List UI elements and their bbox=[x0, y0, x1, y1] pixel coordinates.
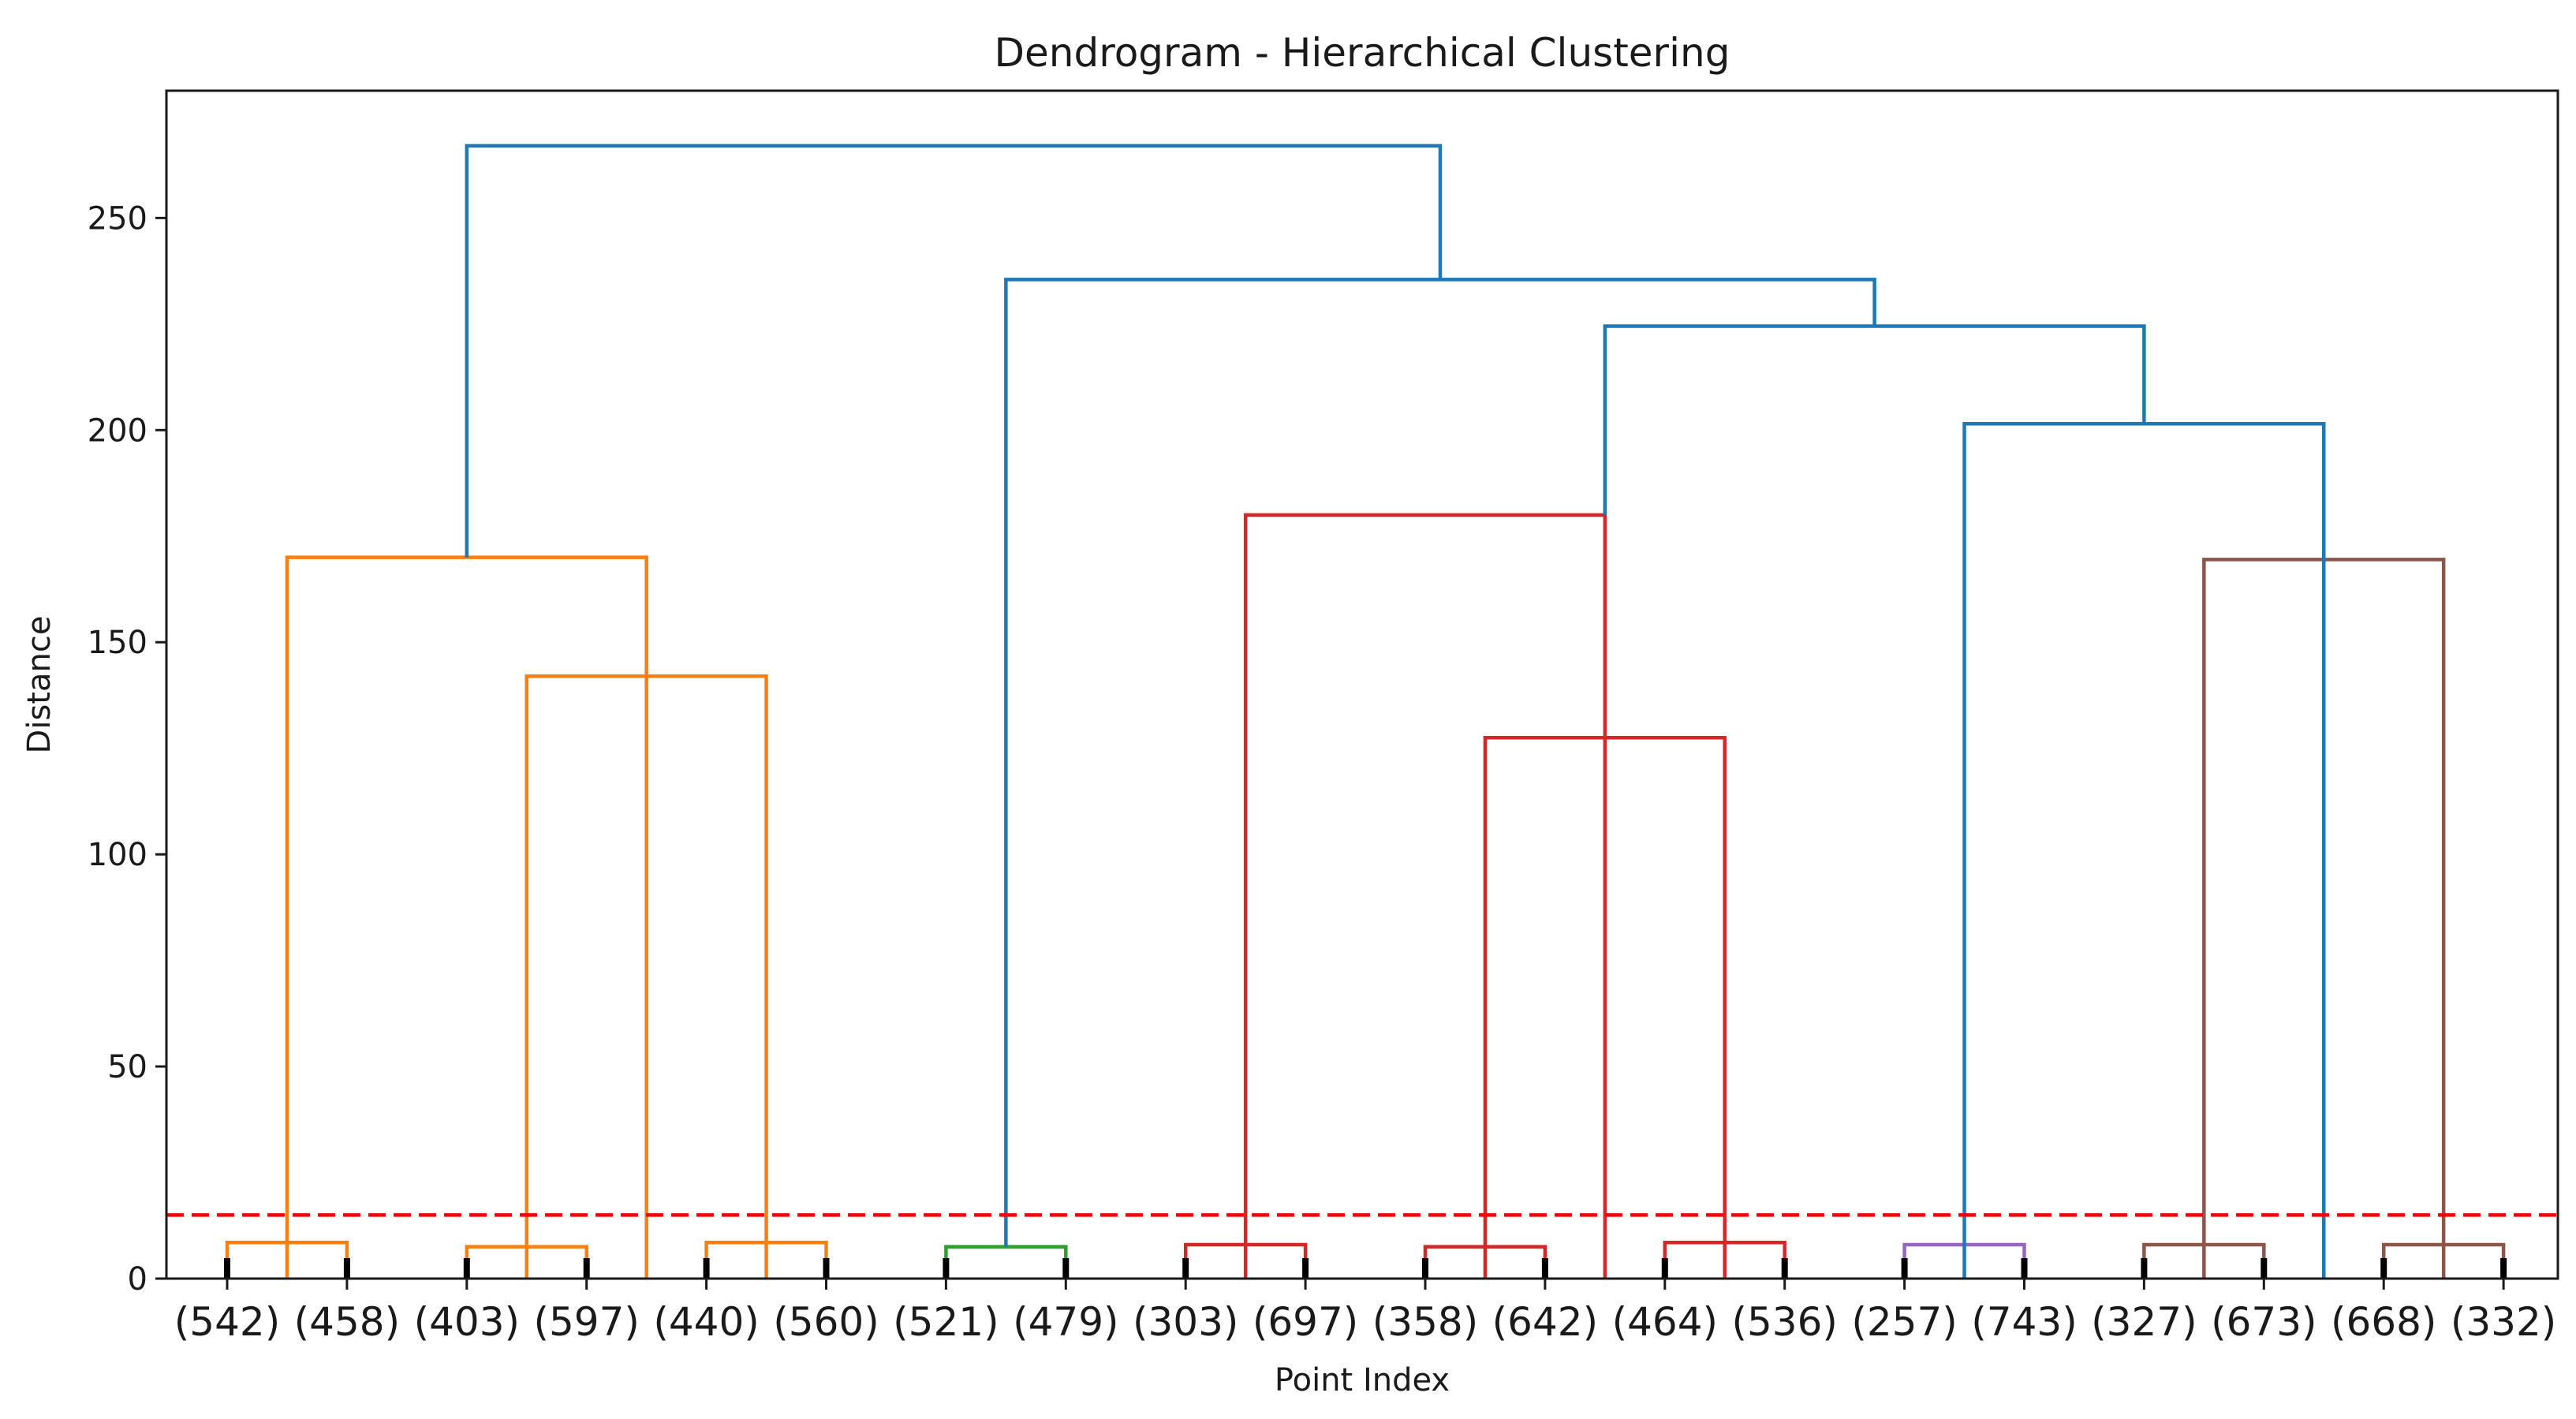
leaf-label: (560) bbox=[773, 1299, 879, 1345]
leaf-label: (673) bbox=[2211, 1299, 2317, 1345]
leaf-marker bbox=[1062, 1258, 1070, 1279]
leaf-label: (332) bbox=[2451, 1299, 2556, 1345]
x-axis-label: Point Index bbox=[1275, 1362, 1450, 1398]
y-tick-label: 50 bbox=[107, 1049, 147, 1085]
link-16 bbox=[1603, 324, 2146, 515]
dendrogram-links bbox=[225, 144, 2506, 1279]
link-18 bbox=[465, 144, 1443, 558]
chart-title: Dendrogram - Hierarchical Clustering bbox=[995, 30, 1730, 76]
link-15 bbox=[1962, 421, 2326, 1279]
leaf-label: (358) bbox=[1372, 1299, 1478, 1345]
leaf-label: (743) bbox=[1971, 1299, 2077, 1345]
leaf-label: (542) bbox=[174, 1299, 280, 1345]
leaf-marker bbox=[1661, 1258, 1668, 1279]
leaf-marker bbox=[943, 1258, 950, 1279]
y-tick-label: 250 bbox=[88, 200, 147, 237]
leaf-label: (303) bbox=[1133, 1299, 1238, 1345]
leaf-label: (697) bbox=[1253, 1299, 1358, 1345]
link-4 bbox=[285, 555, 648, 1279]
y-tick-label: 0 bbox=[128, 1261, 147, 1298]
x-axis-leaf-labels: (542) (458) (403) (597) (440) (560) (521) (479)… bbox=[174, 1279, 2556, 1345]
leaf-label: (440) bbox=[653, 1299, 759, 1345]
y-tick-label: 100 bbox=[88, 837, 147, 873]
leaf-marker bbox=[703, 1258, 710, 1279]
leaf-marker bbox=[1182, 1258, 1189, 1279]
leaf-label: (597) bbox=[533, 1299, 639, 1345]
leaf-label: (403) bbox=[414, 1299, 520, 1345]
leaf-marker bbox=[224, 1258, 230, 1279]
link-17 bbox=[1004, 278, 1876, 1247]
link-5 bbox=[944, 1245, 1068, 1279]
leaf-label: (479) bbox=[1013, 1299, 1118, 1345]
leaf-marker bbox=[1302, 1258, 1309, 1279]
plot-frame bbox=[165, 89, 2559, 1280]
leaf-marker bbox=[1781, 1258, 1788, 1279]
leaf-marker bbox=[463, 1258, 470, 1279]
leaf-marker bbox=[583, 1258, 590, 1279]
leaf-marker bbox=[1422, 1258, 1428, 1279]
leaf-label: (464) bbox=[1612, 1299, 1718, 1345]
leaf-marker bbox=[343, 1258, 350, 1279]
leaf-marker bbox=[2500, 1258, 2507, 1279]
link-10 bbox=[1243, 513, 1607, 1279]
leaf-label: (327) bbox=[2091, 1299, 2197, 1345]
leaf-marker bbox=[2021, 1258, 2028, 1279]
y-axis-label: Distance bbox=[21, 616, 58, 754]
leaf-marker bbox=[2141, 1258, 2148, 1279]
y-axis-ticks: 0 50 100 150 200 250 bbox=[88, 200, 166, 1298]
y-tick-label: 200 bbox=[88, 413, 147, 449]
leaf-label: (642) bbox=[1492, 1299, 1598, 1345]
leaf-label: (668) bbox=[2331, 1299, 2436, 1345]
leaf-marker bbox=[2380, 1258, 2387, 1279]
leaf-marker bbox=[1541, 1258, 1548, 1279]
leaf-marker bbox=[1901, 1258, 1908, 1279]
leaf-label: (257) bbox=[1851, 1299, 1957, 1345]
leaf-label: (458) bbox=[294, 1299, 400, 1345]
leaf-marker bbox=[2261, 1258, 2268, 1279]
leaf-label: (521) bbox=[893, 1299, 999, 1345]
leaf-marker bbox=[823, 1258, 830, 1279]
y-tick-label: 150 bbox=[88, 625, 147, 661]
leaf-markers bbox=[224, 1258, 2507, 1279]
leaf-label: (536) bbox=[1731, 1299, 1837, 1345]
